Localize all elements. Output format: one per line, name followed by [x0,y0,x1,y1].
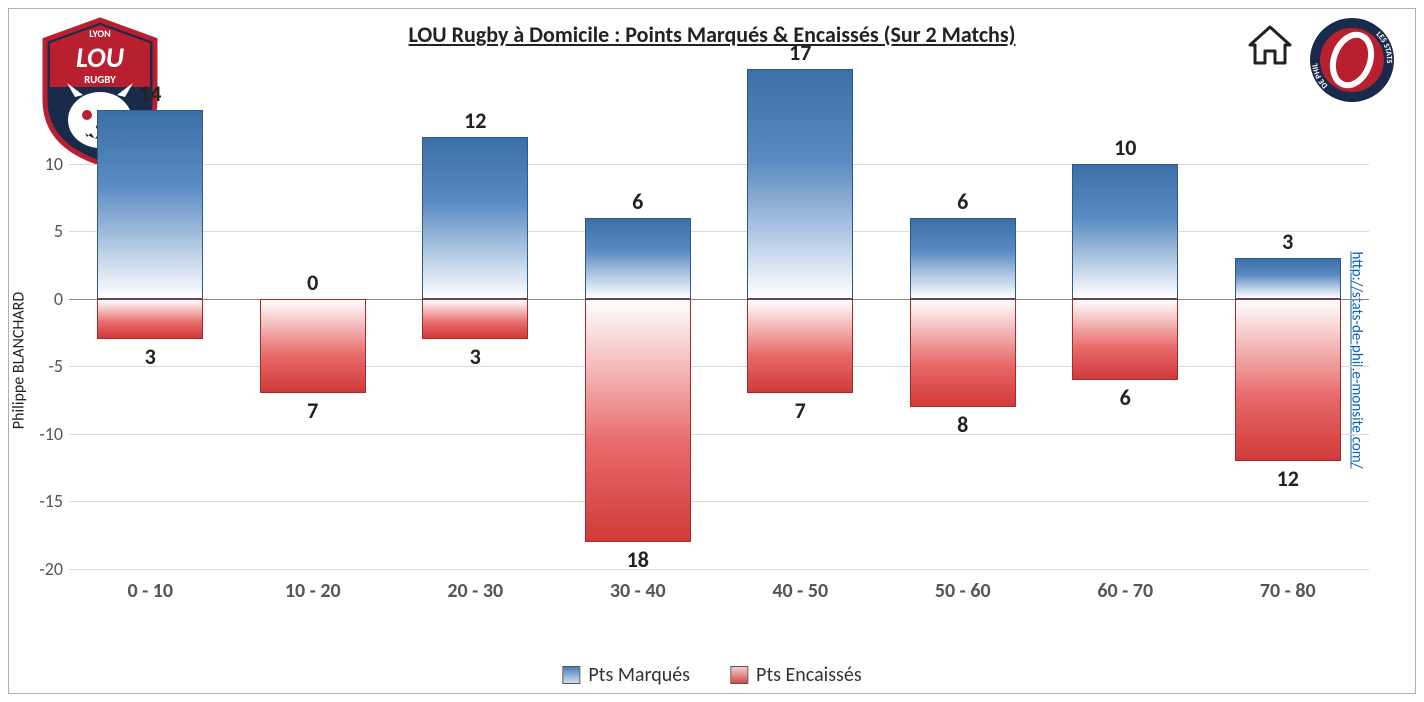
bar-label-encaisses: 3 [422,343,528,370]
bar-marques [1235,258,1341,299]
y-tick-label: -15 [29,490,63,512]
bar-label-marques: 14 [97,80,203,107]
y-tick-label: 5 [29,220,63,242]
bar-marques [422,137,528,299]
bar-label-encaisses: 3 [97,343,203,370]
x-tick-label: 0 - 10 [69,579,232,603]
bar-encaisses [585,299,691,542]
x-tick-label: 30 - 40 [557,579,720,603]
bar-marques [747,69,853,299]
home-icon[interactable] [1245,23,1295,67]
y-tick-label: 10 [29,153,63,175]
bar-encaisses [910,299,1016,407]
bar-label-marques: 6 [910,188,1016,215]
author-label: Philippe BLANCHARD [10,292,29,429]
legend-item-marques: Pts Marqués [562,663,690,687]
legend-item-encaisses: Pts Encaissés [730,663,862,687]
chart-title: LOU Rugby à Domicile : Points Marqués & … [409,21,1016,48]
plot-area: -20-15-10-505101430 - 100710 - 2012320 -… [69,69,1369,609]
bar-encaisses [97,299,203,340]
bar-encaisses [747,299,853,394]
gridline [69,569,1369,570]
bar-label-marques: 12 [422,107,528,134]
legend-label-marques: Pts Marqués [588,663,690,687]
bar-label-marques: 0 [260,269,366,296]
bar-label-marques: 6 [585,188,691,215]
x-tick-label: 60 - 70 [1044,579,1207,603]
x-tick-label: 70 - 80 [1207,579,1370,603]
gridline [69,434,1369,435]
bar-encaisses [1235,299,1341,461]
bar-encaisses [422,299,528,340]
bar-label-marques: 3 [1235,228,1341,255]
legend-label-encaisses: Pts Encaissés [756,663,862,687]
chart-container: LOU Rugby à Domicile : Points Marqués & … [8,8,1416,694]
bar-marques [1072,164,1178,299]
bar-marques [910,218,1016,299]
x-tick-label: 10 - 20 [232,579,395,603]
bar-label-encaisses: 7 [260,397,366,424]
bar-encaisses [260,299,366,394]
bar-label-encaisses: 18 [585,546,691,573]
bar-label-marques: 10 [1072,134,1178,161]
bar-marques [97,110,203,299]
bar-label-encaisses: 6 [1072,384,1178,411]
x-tick-label: 20 - 30 [394,579,557,603]
svg-text:LYON: LYON [89,27,111,40]
bar-marques [585,218,691,299]
bar-label-marques: 17 [747,39,853,66]
y-tick-label: 0 [29,288,63,310]
y-tick-label: -5 [29,355,63,377]
legend-swatch-marques [562,666,580,684]
x-tick-label: 50 - 60 [882,579,1045,603]
bar-label-encaisses: 12 [1235,465,1341,492]
bar-encaisses [1072,299,1178,380]
y-tick-label: -20 [29,558,63,580]
legend-swatch-encaisses [730,666,748,684]
y-tick-label: -10 [29,423,63,445]
bar-label-encaisses: 8 [910,411,1016,438]
bar-label-encaisses: 7 [747,397,853,424]
gridline [69,501,1369,502]
x-tick-label: 40 - 50 [719,579,882,603]
legend: Pts Marqués Pts Encaissés [562,663,861,687]
